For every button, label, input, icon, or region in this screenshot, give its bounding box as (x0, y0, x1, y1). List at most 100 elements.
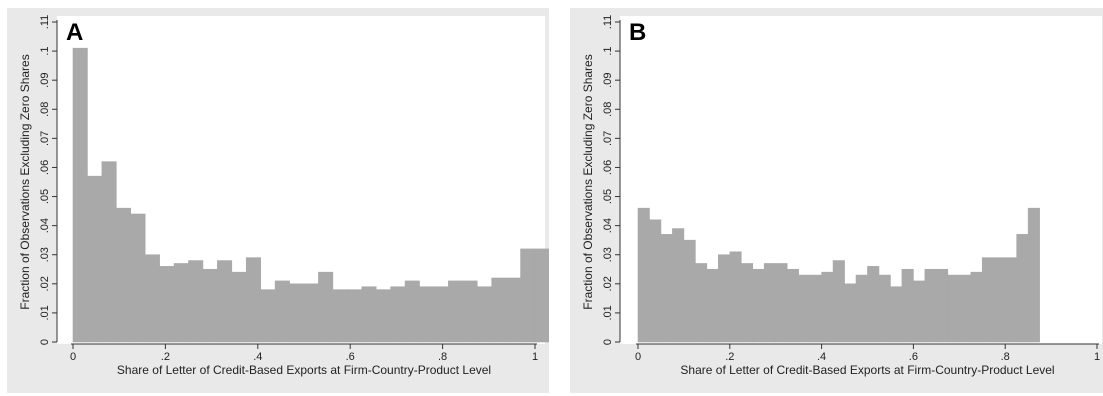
histogram-chart-b: 0 .01 .02 .03 .04 .05 .06 .07 .08 .09 .1 .11 0 .2 .4 .6… (581, 15, 1102, 377)
histogram-bar (844, 283, 857, 343)
panel-label-b: B (629, 19, 647, 46)
histogram-bar (433, 286, 449, 343)
histogram-bar (217, 260, 233, 343)
histogram-bar (448, 280, 464, 343)
histogram-chart-a: 0 .01 .02 .03 .04 .05 .06 .07 .08 .09 .1 .11 0 .2 .4 .6… (18, 15, 549, 377)
histogram-bar (347, 289, 363, 343)
histogram-bar (981, 257, 995, 343)
histogram-bar (188, 260, 204, 343)
x-tick-label: .8 (438, 351, 447, 363)
panel-a: 0 .01 .02 .03 .04 .05 .06 .07 .08 .09 .1 .11 0 .2 .4 .6… (7, 8, 549, 393)
histogram-bar (87, 175, 103, 343)
y-tick-label: 0 (39, 339, 51, 345)
histogram-bar (1004, 257, 1017, 343)
histogram-bar (672, 228, 685, 343)
y-tick-label: .08 (39, 102, 51, 117)
histogram-bar (332, 289, 348, 343)
histogram-bar (289, 283, 305, 343)
histogram-bar (970, 271, 983, 343)
histogram-bar (476, 286, 492, 343)
histogram-bar (695, 263, 708, 343)
histogram-bar (718, 254, 731, 343)
y-tick-label: .09 (39, 73, 51, 88)
histogram-bar (1016, 234, 1029, 343)
x-tick-label: .2 (725, 351, 734, 363)
x-tick-label: .2 (161, 351, 170, 363)
histogram-bar (901, 268, 914, 343)
histogram-bar (534, 248, 549, 343)
histogram-bar (404, 280, 420, 343)
x-tick-label: 0 (635, 351, 641, 363)
x-tick-label: 0 (70, 351, 76, 363)
y-tick-label: .09 (602, 73, 614, 88)
histogram-bar (303, 283, 319, 343)
histogram-bar (274, 280, 290, 343)
histogram-bar (130, 213, 146, 343)
y-tick-label: .1 (602, 46, 614, 55)
histogram-bar (462, 280, 478, 343)
histogram-bar (855, 274, 868, 343)
histogram-bar (649, 219, 662, 343)
histogram-bar (159, 266, 175, 343)
histogram-bar (202, 268, 218, 343)
x-axis-title: Share of Letter of Credit-Based Exports … (680, 363, 1054, 377)
histogram-bar (375, 289, 391, 343)
x-tick-label: .8 (1001, 351, 1010, 363)
y-tick-label: .1 (39, 46, 51, 55)
histogram-bar (637, 207, 650, 343)
histogram-bar (491, 277, 507, 343)
y-tick-label: .11 (602, 15, 614, 29)
y-tick-label: .11 (39, 15, 51, 29)
y-tick-label: .06 (602, 160, 614, 175)
y-tick-label: .06 (39, 160, 51, 175)
panel-label-a: A (66, 19, 84, 46)
x-tick-label: 1 (532, 351, 538, 363)
histogram-bar (913, 280, 926, 343)
histogram-bar (706, 268, 719, 343)
histogram-bar (520, 248, 536, 343)
histogram-bar (763, 263, 777, 343)
y-axis-title: Fraction of Observations Excluding Zero … (581, 54, 595, 309)
y-tick-label: .07 (39, 131, 51, 146)
y-tick-label: .02 (602, 276, 614, 291)
histogram-bar (505, 277, 521, 343)
y-tick-label: .05 (39, 189, 51, 204)
histogram-bar (740, 263, 754, 343)
histogram-bar (798, 274, 811, 343)
y-tick-label: .04 (39, 218, 51, 233)
histogram-bar (890, 286, 903, 343)
histogram-bar (72, 47, 88, 343)
x-tick-label: .6 (346, 351, 355, 363)
histogram-bar (245, 257, 261, 343)
y-tick-label: .03 (602, 247, 614, 262)
histogram-bar (116, 207, 132, 343)
histogram-bar (786, 268, 799, 343)
histogram-bar (958, 274, 972, 343)
histogram-bar (936, 268, 949, 343)
y-tick-label: .05 (602, 189, 614, 204)
x-tick-label: .6 (909, 351, 918, 363)
histogram-bar (809, 274, 822, 343)
y-tick-label: .08 (602, 102, 614, 117)
x-tick-label: .4 (253, 351, 262, 363)
histogram-bar (231, 271, 247, 343)
histogram-bar (947, 274, 960, 343)
y-tick-label: 0 (602, 339, 614, 345)
histogram-bar (101, 161, 117, 343)
x-axis-title: Share of Letter of Credit-Based Exports … (117, 363, 491, 377)
y-axis-title: Fraction of Observations Excluding Zero … (18, 54, 32, 309)
y-tick-label: .01 (39, 305, 51, 320)
histogram-bar (1027, 207, 1040, 343)
histogram-bar (832, 260, 845, 343)
histogram-bar (260, 289, 276, 343)
histogram-bar (683, 239, 696, 343)
histogram-bar (173, 263, 189, 343)
y-tick-label: .04 (602, 218, 614, 233)
histogram-bar (821, 271, 834, 343)
panel-b: 0 .01 .02 .03 .04 .05 .06 .07 .08 .09 .1 .11 0 .2 .4 .6… (570, 8, 1103, 393)
histogram-bar (878, 274, 891, 343)
histogram-bar (867, 266, 880, 343)
histogram-bar (144, 254, 160, 343)
histogram-bar (729, 251, 742, 343)
histogram-bar (660, 234, 673, 343)
